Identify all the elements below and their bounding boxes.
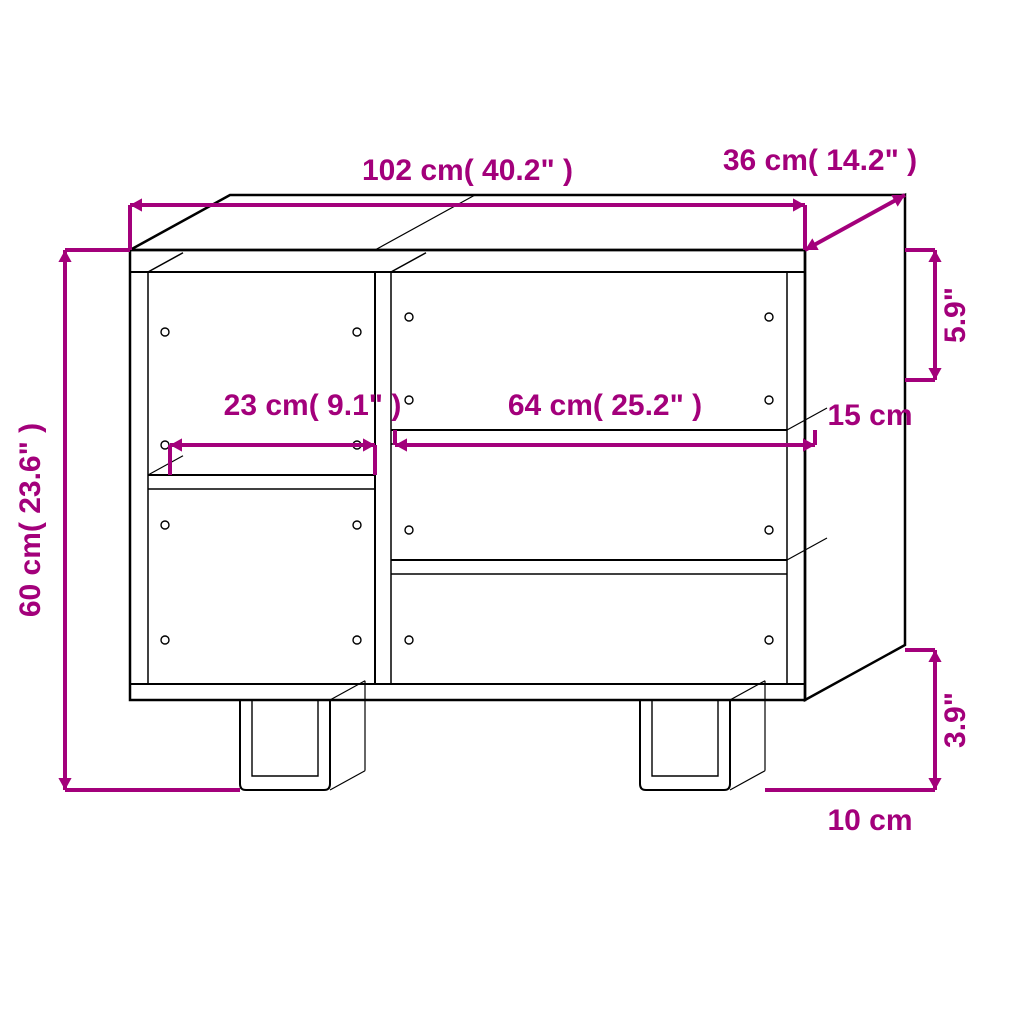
cabinet-leg bbox=[240, 681, 365, 790]
dim-inner-right-label: 64 cm( 25.2" ) bbox=[508, 389, 702, 422]
dim-height-label: 60 cm( 23.6" ) bbox=[14, 423, 47, 617]
dim-shelf-metric: 15 cm bbox=[827, 399, 912, 432]
dim-leg-imperial: 3.9" bbox=[939, 692, 972, 748]
dim-leg-metric: 10 cm bbox=[827, 804, 912, 837]
dimensions: 102 cm( 40.2" ) 36 cm( 14.2" ) 60 cm( 23.6… bbox=[14, 144, 972, 837]
dim-inner-left-label: 23 cm( 9.1" ) bbox=[224, 389, 402, 422]
dim-depth-label: 36 cm( 14.2" ) bbox=[723, 144, 917, 177]
cabinet-leg bbox=[640, 681, 765, 790]
dim-width-label: 102 cm( 40.2" ) bbox=[362, 154, 573, 187]
dimension-diagram: 102 cm( 40.2" ) 36 cm( 14.2" ) 60 cm( 23.6… bbox=[0, 0, 1024, 1024]
cabinet-outline bbox=[130, 195, 905, 790]
dim-shelf-imperial: 5.9" bbox=[939, 287, 972, 343]
